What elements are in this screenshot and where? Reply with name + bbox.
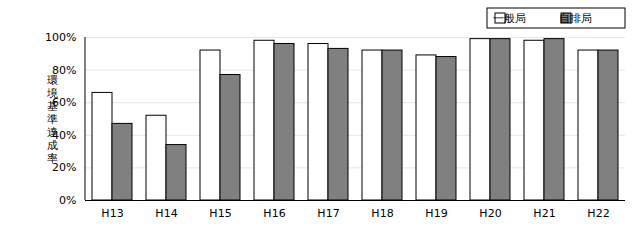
svg-text:H18: H18	[371, 207, 393, 220]
svg-text:H14: H14	[155, 207, 177, 220]
svg-text:40%: 40%	[52, 128, 77, 142]
svg-text:一般局: 一般局	[493, 12, 526, 25]
svg-text:20%: 20%	[52, 161, 77, 175]
svg-text:H13: H13	[101, 207, 123, 220]
svg-text:H22: H22	[587, 207, 609, 220]
svg-text:環境基準達成率: 環境基準達成率	[46, 74, 58, 165]
svg-text:H19: H19	[425, 207, 447, 220]
svg-text:H21: H21	[533, 207, 555, 220]
svg-text:H15: H15	[209, 207, 231, 220]
svg-text:0%: 0%	[59, 194, 76, 207]
svg-text:100%: 100%	[45, 31, 76, 44]
svg-text:60%: 60%	[52, 96, 77, 110]
svg-text:80%: 80%	[52, 63, 77, 77]
svg-text:H17: H17	[317, 207, 339, 220]
svg-text:H16: H16	[263, 207, 285, 220]
svg-text:自排局: 自排局	[559, 12, 592, 25]
svg-text:H20: H20	[479, 207, 501, 220]
